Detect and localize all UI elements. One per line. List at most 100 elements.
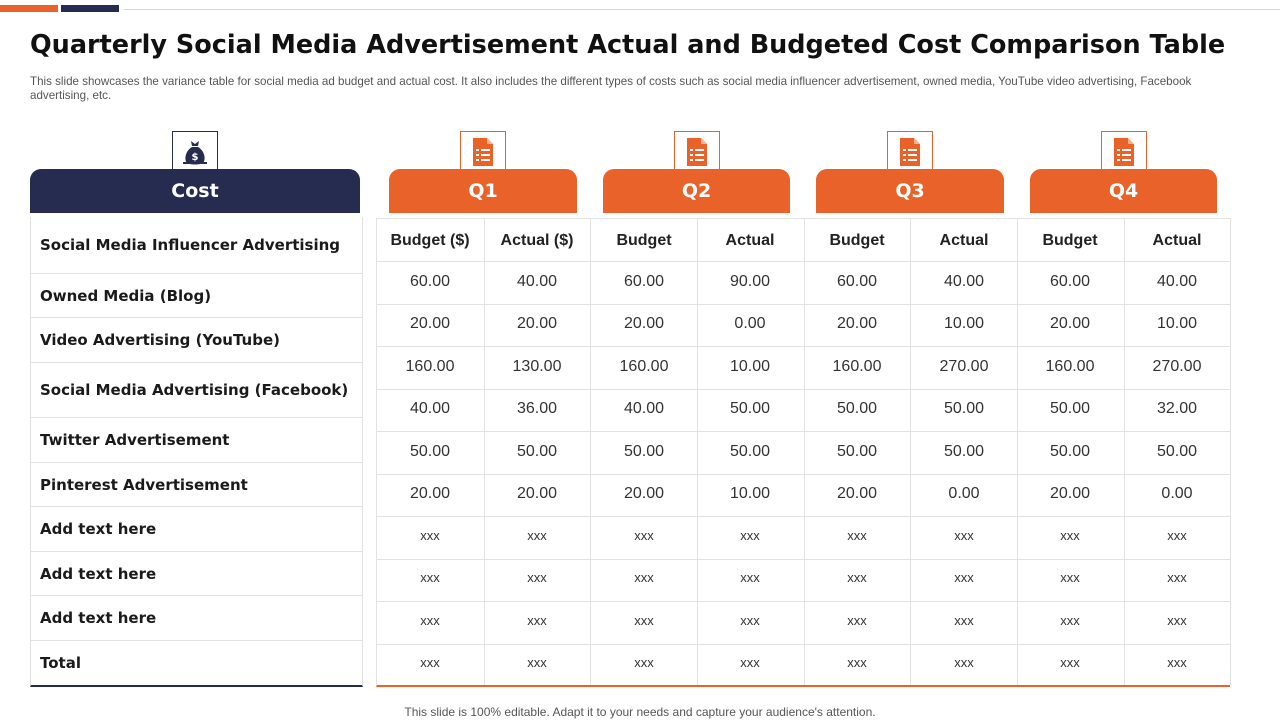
grid-row-line [377, 218, 1230, 219]
table-cell: 20.00 [516, 485, 558, 502]
cost-header: Cost [30, 169, 360, 213]
table-cell: 32.00 [1156, 400, 1198, 417]
table-cell: xxx [1167, 655, 1187, 670]
cost-row-label: Video Advertising (YouTube) [31, 318, 362, 363]
table-cell: 160.00 [832, 358, 882, 375]
table-cell: xxx [740, 528, 760, 543]
table-cell: 60.00 [409, 273, 451, 290]
table-cell: 20.00 [623, 485, 665, 502]
grid-row-line [377, 644, 1230, 645]
table-cell: 160.00 [619, 358, 669, 375]
table-cell: 20.00 [409, 315, 451, 332]
table-cell: xxx [1060, 528, 1080, 543]
grid-column-line [1124, 218, 1125, 685]
grid-column-line [484, 218, 485, 685]
table-cell: 50.00 [729, 400, 771, 417]
q4-document-icon [1101, 131, 1147, 171]
column-header-q3-budget: Budget [829, 232, 885, 249]
grid-row-line [377, 304, 1230, 305]
grid-row-line [377, 474, 1230, 475]
column-header-q2-actual: Actual [725, 232, 775, 249]
slide-title: Quarterly Social Media Advertisement Act… [30, 30, 1226, 60]
grid-column-line [1230, 218, 1231, 685]
table-cell: 20.00 [836, 315, 878, 332]
cost-row-label: Owned Media (Blog) [31, 274, 362, 318]
table-cell: 0.00 [948, 485, 980, 502]
cost-row-label: Social Media Influencer Advertising [31, 217, 362, 274]
column-header-q3-actual: Actual [939, 232, 989, 249]
table-cell: 160.00 [405, 358, 455, 375]
table-cell: 60.00 [623, 273, 665, 290]
table-cell: xxx [420, 613, 440, 628]
cost-row-label: Total [40, 654, 81, 672]
column-header-q4-actual: Actual [1152, 232, 1202, 249]
table-cell: xxx [847, 528, 867, 543]
grid-column-line [590, 218, 591, 685]
quarter-header-q4: Q4 [1030, 169, 1217, 213]
table-cell: xxx [527, 613, 547, 628]
table-cell: xxx [954, 613, 974, 628]
table-cell: xxx [634, 613, 654, 628]
table-cell: 90.00 [729, 273, 771, 290]
q1-document-icon [460, 131, 506, 171]
table-cell: 270.00 [939, 358, 989, 375]
table-cell: 10.00 [729, 358, 771, 375]
table-cell: 130.00 [512, 358, 562, 375]
table-cell: 50.00 [943, 400, 985, 417]
table-cell: xxx [1167, 528, 1187, 543]
table-cell: 50.00 [943, 443, 985, 460]
table-cell: xxx [954, 655, 974, 670]
table-cell: 50.00 [836, 443, 878, 460]
table-cell: 60.00 [836, 273, 878, 290]
table-cell: xxx [740, 655, 760, 670]
grid-column-line [1017, 218, 1018, 685]
table-cell: 160.00 [1045, 358, 1095, 375]
table-cell: xxx [1167, 570, 1187, 585]
cost-row-label: Twitter Advertisement [31, 418, 362, 463]
table-cell: 20.00 [836, 485, 878, 502]
column-header-q1-budget: Budget ($) [390, 232, 470, 249]
table-cell: xxx [954, 570, 974, 585]
table-cell: 20.00 [623, 315, 665, 332]
cost-comparison-table: Budget ($) Actual ($) Budget Actual Budget Ac… [376, 218, 1231, 687]
table-cell: xxx [1060, 570, 1080, 585]
table-cell: 20.00 [409, 485, 451, 502]
table-cell: xxx [1060, 613, 1080, 628]
cost-row-label: Social Media Advertising (Facebook) [31, 363, 362, 418]
table-cell: 10.00 [729, 485, 771, 502]
table-cell: xxx [740, 570, 760, 585]
table-cell: 10.00 [943, 315, 985, 332]
table-cell: 20.00 [1049, 315, 1091, 332]
table-cell: 50.00 [1156, 443, 1198, 460]
table-cell: xxx [954, 528, 974, 543]
grid-column-line [910, 218, 911, 685]
grid-row-line [377, 261, 1230, 262]
table-cell: 20.00 [1049, 485, 1091, 502]
top-accent-bar-orange [0, 5, 58, 12]
cost-row-label: Add text here [31, 596, 362, 641]
grid-row-line [377, 346, 1230, 347]
table-cell: xxx [420, 570, 440, 585]
table-cell: xxx [634, 570, 654, 585]
table-cell: xxx [527, 570, 547, 585]
grid-column-line [697, 218, 698, 685]
quarter-header-q2: Q2 [603, 169, 790, 213]
top-accent-bar-navy [61, 5, 119, 12]
table-cell: 0.00 [1161, 485, 1193, 502]
table-cell: 60.00 [1049, 273, 1091, 290]
table-cell: xxx [740, 613, 760, 628]
table-cell: 0.00 [734, 315, 766, 332]
grid-row-line [377, 431, 1230, 432]
table-cell: 10.00 [1156, 315, 1198, 332]
top-divider-line [124, 9, 1280, 10]
slide-subtitle: This slide showcases the variance table … [30, 75, 1192, 102]
column-header-q4-budget: Budget [1042, 232, 1098, 249]
cost-label-list: Social Media Influencer Advertising Owned… [30, 217, 363, 687]
column-header-q1-actual: Actual ($) [500, 232, 574, 249]
grid-row-line [377, 601, 1230, 602]
grid-row-line [377, 516, 1230, 517]
cost-row-label: Add text here [31, 552, 362, 596]
table-cell: 50.00 [836, 400, 878, 417]
table-cell: xxx [1060, 655, 1080, 670]
cost-row-label: Pinterest Advertisement [31, 463, 362, 507]
